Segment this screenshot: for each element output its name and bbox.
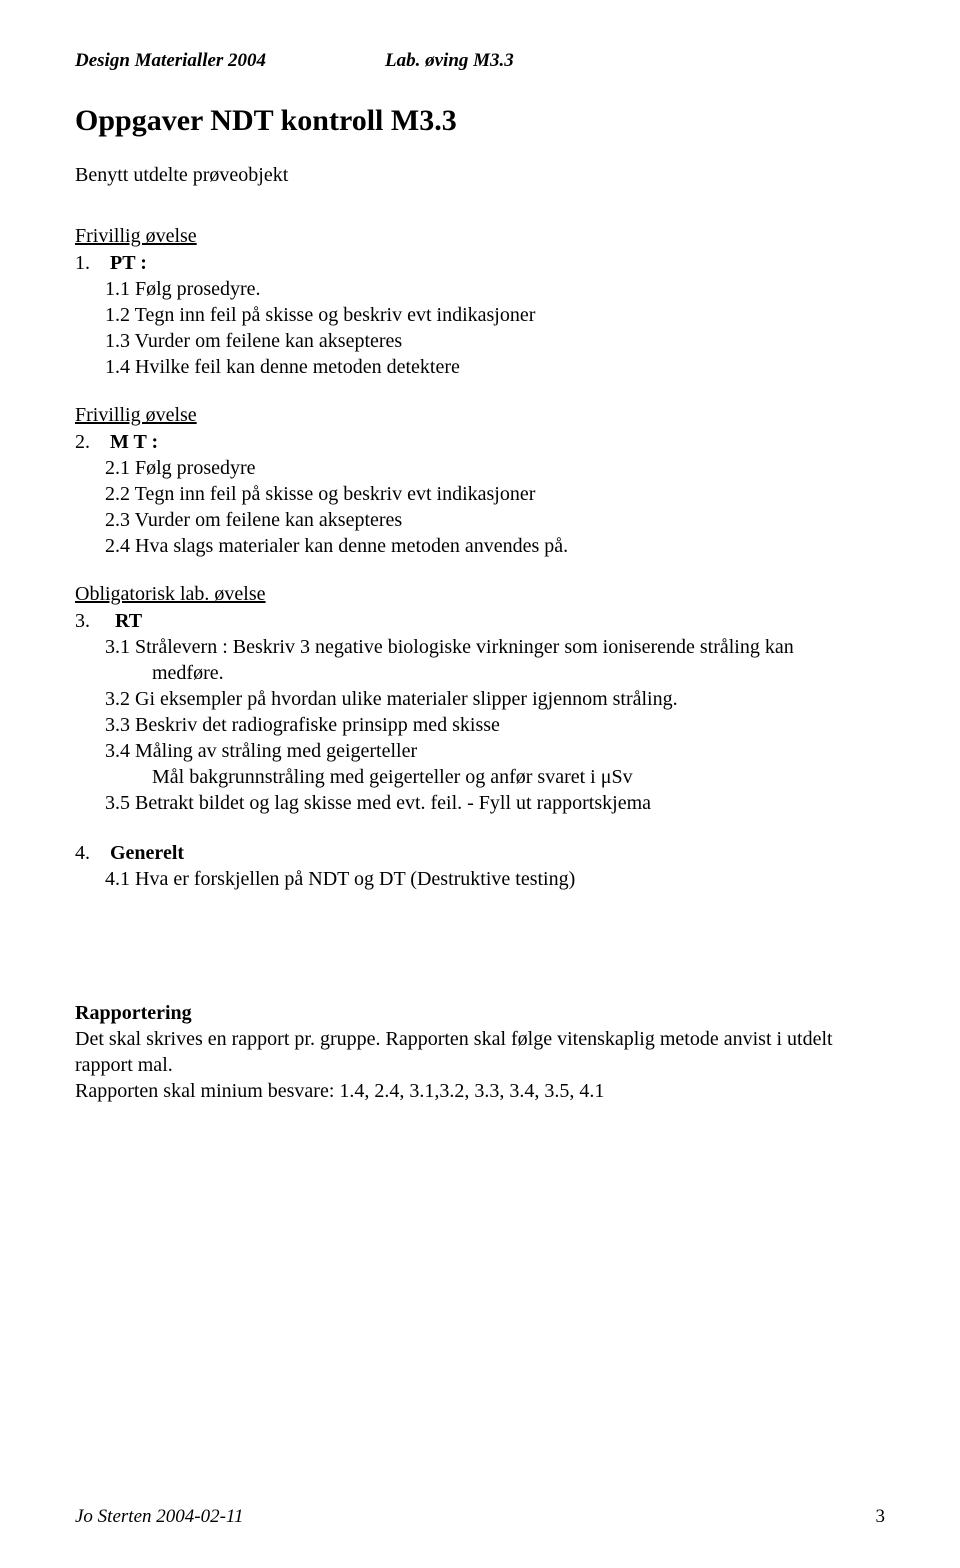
section2-item-2: 2.2 Tegn inn feil på skisse og beskriv e… bbox=[75, 481, 885, 507]
section2-item-4: 2.4 Hva slags materialer kan denne metod… bbox=[75, 533, 885, 559]
main-title: Oppgaver NDT kontroll M3.3 bbox=[75, 104, 885, 138]
section4-num: 4. bbox=[75, 842, 90, 864]
footer-author-date: Jo Sterten 2004-02-11 bbox=[75, 1506, 244, 1528]
section1-item-3: 1.3 Vurder om feilene kan aksepteres bbox=[75, 328, 885, 354]
section3-heading: 3. RT bbox=[75, 608, 885, 634]
section1-label: Frivillig øvelse bbox=[75, 225, 885, 248]
section3-item-4b-unit: μSv bbox=[601, 766, 633, 788]
header-left: Design Materialler 2004 bbox=[75, 50, 385, 72]
section2-item-3: 2.3 Vurder om feilene kan aksepteres bbox=[75, 507, 885, 533]
section3-item-5: 3.5 Betrakt bildet og lag skisse med evt… bbox=[75, 790, 885, 816]
section1-item-4: 1.4 Hvilke feil kan denne metoden detekt… bbox=[75, 354, 885, 380]
section1-item-2: 1.2 Tegn inn feil på skisse og beskriv e… bbox=[75, 302, 885, 328]
section1-name: PT : bbox=[110, 252, 147, 274]
section1-heading: 1. PT : bbox=[75, 250, 885, 276]
page-footer: Jo Sterten 2004-02-11 3 bbox=[75, 1506, 885, 1528]
subtitle: Benytt utdelte prøveobjekt bbox=[75, 164, 885, 187]
section1-item-1: 1.1 Følg prosedyre. bbox=[75, 276, 885, 302]
section3-item-1a: 3.1 Strålevern : Beskriv 3 negative biol… bbox=[75, 634, 885, 660]
section3-name: RT bbox=[115, 610, 142, 632]
section2-num: 2. bbox=[75, 431, 90, 453]
section1-num: 1. bbox=[75, 252, 90, 274]
reporting-p2: Rapporten skal minium besvare: 1.4, 2.4,… bbox=[75, 1078, 885, 1104]
header-right: Lab. øving M3.3 bbox=[385, 50, 885, 72]
section2-label: Frivillig øvelse bbox=[75, 404, 885, 427]
section3-label: Obligatorisk lab. øvelse bbox=[75, 583, 885, 606]
section4-heading: 4. Generelt bbox=[75, 840, 885, 866]
reporting-p1: Det skal skrives en rapport pr. gruppe. … bbox=[75, 1026, 885, 1078]
section3-item-4b-text: Mål bakgrunnstråling med geigerteller og… bbox=[152, 766, 601, 788]
section4-name: Generelt bbox=[110, 842, 184, 864]
reporting-heading: Rapportering bbox=[75, 1000, 885, 1026]
section2-item-1: 2.1 Følg prosedyre bbox=[75, 455, 885, 481]
section2-heading: 2. M T : bbox=[75, 429, 885, 455]
section3-item-3: 3.3 Beskriv det radiografiske prinsipp m… bbox=[75, 712, 885, 738]
footer-page-number: 3 bbox=[876, 1506, 886, 1528]
section3-num: 3. bbox=[75, 610, 90, 632]
section4-item-1: 4.1 Hva er forskjellen på NDT og DT (Des… bbox=[75, 866, 885, 892]
section3-item-2: 3.2 Gi eksempler på hvordan ulike materi… bbox=[75, 686, 885, 712]
section3-item-4b: Mål bakgrunnstråling med geigerteller og… bbox=[75, 764, 885, 790]
page-header: Design Materialler 2004 Lab. øving M3.3 bbox=[75, 50, 885, 72]
section3-item-4a: 3.4 Måling av stråling med geigerteller bbox=[75, 738, 885, 764]
section3-item-1b: medføre. bbox=[75, 660, 885, 686]
section2-name: M T : bbox=[110, 431, 158, 453]
